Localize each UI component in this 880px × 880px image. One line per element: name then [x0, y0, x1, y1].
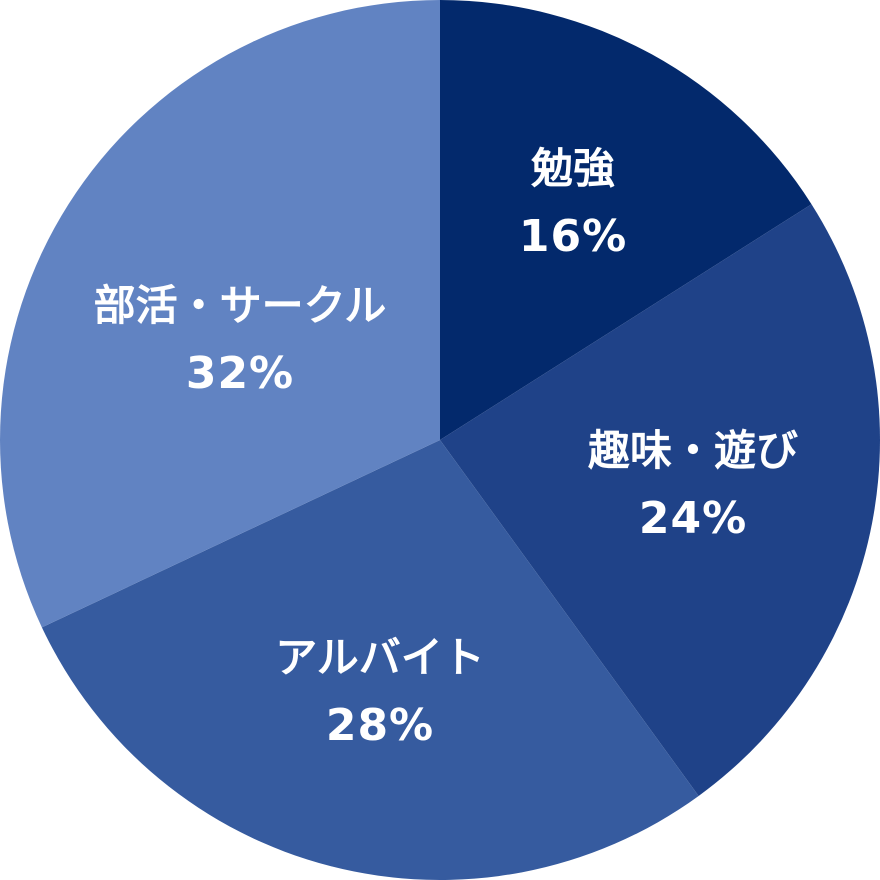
pie-slice-hobby [440, 204, 880, 796]
pie-slice-study [440, 0, 812, 440]
pie-slice-parttime [41, 440, 699, 880]
pie-slice-club [0, 0, 440, 628]
